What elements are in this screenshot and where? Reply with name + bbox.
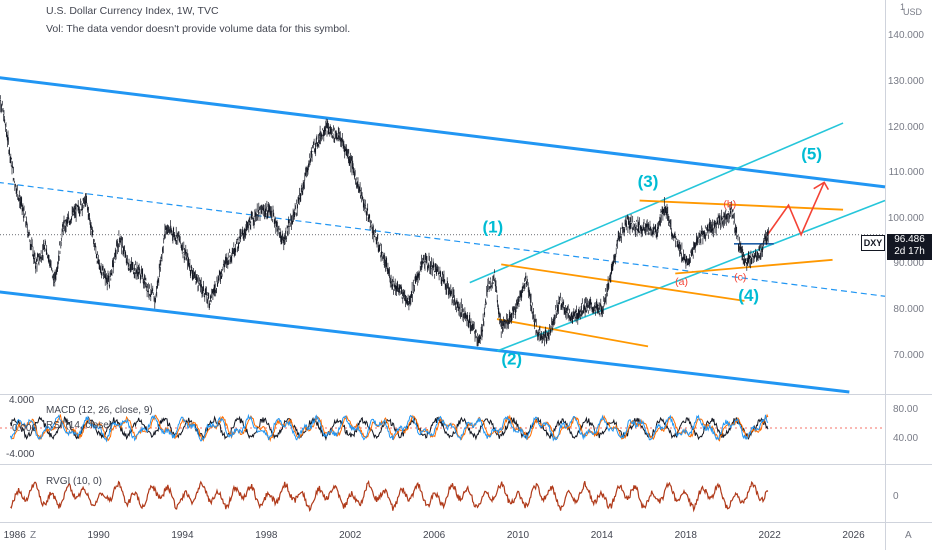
channel-median-line <box>0 181 886 297</box>
time-tick-10: 2026 <box>842 530 865 541</box>
orange-trendline-3 <box>675 258 833 275</box>
price-tick-2: 120.000 <box>887 121 924 133</box>
projection-path <box>766 182 825 237</box>
price-tag: 96.486 2d 17h <box>887 234 932 260</box>
volume-note: Vol: The data vendor doesn't provide vol… <box>46 23 351 35</box>
price-series <box>0 95 769 347</box>
time-tick-0: 1986 <box>3 530 26 541</box>
channel-upper-line <box>0 76 886 189</box>
rsi-tick-bottom: 40.00 <box>893 433 919 444</box>
sub-wave-label-2: (c) <box>734 271 746 283</box>
price-tick-6: 80.000 <box>893 303 924 315</box>
price-tick-1: 130.000 <box>887 76 924 88</box>
drawing-layer <box>0 76 886 394</box>
wave-label-2: (3) <box>638 172 659 191</box>
time-tick-9: 2022 <box>758 530 781 541</box>
time-axis-left-corner[interactable]: Z <box>30 530 37 541</box>
symbol-tag: DXY <box>861 235 885 251</box>
inner-channel-upper <box>469 122 844 284</box>
rvgi-label[interactable]: RVGI (10, 0) <box>46 476 102 487</box>
time-tick-7: 2014 <box>590 530 613 541</box>
price-tick-5: 90.000 <box>893 258 924 270</box>
macd-signal-line <box>10 413 769 443</box>
price-tick-3: 110.000 <box>888 167 924 179</box>
time-tick-8: 2018 <box>674 530 697 541</box>
rvgi-line <box>10 479 769 513</box>
rsi-label[interactable]: RSI (14, close) <box>46 420 113 431</box>
wave-label-0: (1) <box>482 217 503 236</box>
time-tick-3: 1998 <box>255 530 278 541</box>
wave-label-4: (5) <box>801 145 822 164</box>
price-tick-7: 70.000 <box>893 349 924 361</box>
wave-labels: (1) (2) (3) (4) (5) (a) (b) (c) <box>482 145 822 369</box>
macd-label[interactable]: MACD (12, 26, close, 9) <box>46 405 153 416</box>
axis-currency: USD <box>902 7 922 17</box>
sub-wave-label-0: (a) <box>675 276 688 288</box>
macd-tick-mid: 0.000 <box>12 423 38 434</box>
time-tick-1: 1990 <box>87 530 110 541</box>
rsi-line <box>10 415 769 441</box>
inner-channel-lower <box>496 199 886 352</box>
sub-wave-label-1: (b) <box>723 198 736 210</box>
price-tick-0: 140.000 <box>887 30 924 42</box>
price-tag-countdown: 2d 17h <box>894 246 925 257</box>
price-tag-value: 96.486 <box>894 234 925 245</box>
price-tick-4: 100.000 <box>887 212 924 224</box>
macd-line <box>10 413 769 443</box>
wave-label-1: (2) <box>501 350 522 369</box>
orange-trendline-1 <box>496 318 649 348</box>
rsi-tick-top: 80.00 <box>893 404 919 415</box>
projection-arrowhead <box>813 181 830 191</box>
indicator-series <box>0 413 885 513</box>
channel-lower-line <box>0 290 850 394</box>
time-tick-4: 2002 <box>339 530 362 541</box>
chart-title: U.S. Dollar Currency Index, 1W, TVC <box>46 5 219 17</box>
macd-tick-top: 4.000 <box>9 395 35 406</box>
auto-scale-button[interactable]: A <box>905 530 912 541</box>
price-bars <box>0 95 769 347</box>
rvgi-tick-zero: 0 <box>893 491 899 502</box>
macd-tick-bottom: -4.000 <box>6 449 35 460</box>
wave-label-3: (4) <box>738 286 759 305</box>
orange-trendline-0 <box>501 263 745 302</box>
time-tick-5: 2006 <box>422 530 446 541</box>
time-tick-6: 2010 <box>506 530 530 541</box>
time-tick-2: 1994 <box>171 530 194 541</box>
axis-top-marker: 1 <box>899 2 905 12</box>
orange-trendline-2 <box>639 199 844 211</box>
